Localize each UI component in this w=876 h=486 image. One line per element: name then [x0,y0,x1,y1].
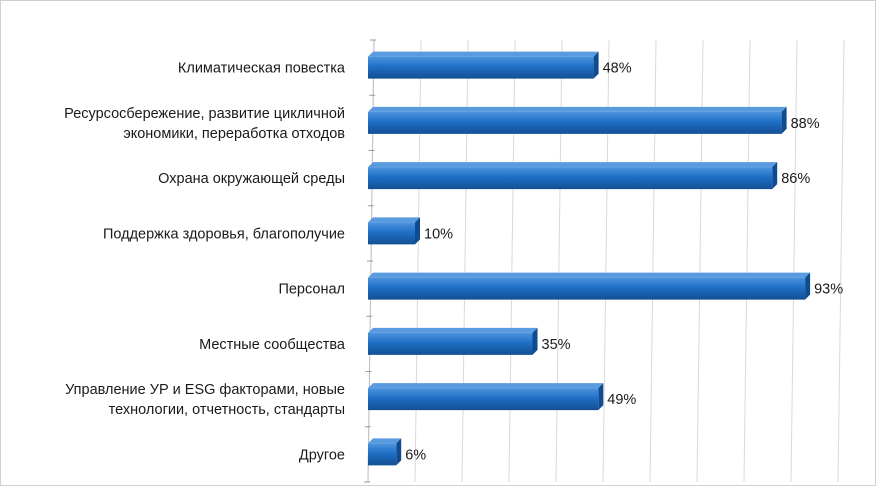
bar-top-face [368,217,420,223]
category-label-line: Ресурсосбережение, развитие цикличной [64,106,345,122]
bar-side-face [396,438,402,466]
bar-front-face [368,277,806,300]
category-label-line: Местные сообщества [199,337,346,353]
bar-side-face [532,327,538,355]
category-labels: Климатическая повестка Ресурсосбережение,… [64,61,346,464]
bars [368,51,811,466]
data-label: 10% [424,226,453,242]
bar-side-face [415,217,420,245]
bar [368,272,811,300]
data-label: 93% [814,282,843,298]
bar [368,438,402,466]
bar-front-face [368,332,533,355]
category-label-line: Другое [299,447,345,463]
grid-line [696,39,704,483]
category-label: Климатическая повестка [178,61,346,77]
category-label-line: Персонал [278,282,345,298]
bar [368,383,604,411]
category-label-line: Климатическая повестка [178,61,346,77]
category-label-line: экономики, переработка отходов [123,126,345,142]
category-label: Другое [299,447,345,463]
bar-top-face [368,272,811,278]
bar-top-face [368,327,538,333]
bar-top-face [368,106,787,112]
bar-side-face [772,162,778,190]
category-label-line: Управление УР и ESG факторами, новые [65,382,345,398]
bar-front-face [368,222,415,245]
bar-front-face [368,443,397,466]
category-label-line: технологии, отчетность, стандарты [109,402,345,418]
bar [368,106,787,134]
value-labels: 48% 88% 86% 10% 93% 35% 49% 6% [405,61,843,464]
bar [368,51,599,79]
bar-top-face [368,438,402,444]
grid-line [555,39,563,483]
grid-line [508,39,516,483]
grid-line [649,39,657,483]
bar-top-face [368,162,778,168]
bar-front-face [368,56,594,79]
data-label: 35% [542,337,571,353]
category-label-line: Поддержка здоровья, благополучие [103,226,345,242]
category-label: Охрана окружающей среды [158,171,345,187]
grid-line [602,39,610,483]
bar [368,162,778,190]
category-label: Персонал [278,282,345,298]
data-label: 6% [405,447,426,463]
category-label: Ресурсосбережение, развитие цикличной эко… [64,106,345,142]
bar-front-face [368,111,782,134]
bar-top-face [368,51,599,57]
data-label: 88% [791,116,820,132]
grid-line [414,39,422,483]
category-label: Местные сообщества [199,337,346,353]
grid-line [461,39,469,483]
grid-line [743,39,751,483]
grid-line [790,39,798,483]
category-label: Поддержка здоровья, благополучие [103,226,345,242]
bar [368,217,420,245]
data-label: 48% [603,61,632,77]
grid-lines [364,39,845,483]
bar-top-face [368,383,604,389]
grid-line [837,39,845,483]
bar-side-face [781,106,787,134]
data-label: 86% [781,171,810,187]
category-label-line: Охрана окружающей среды [158,171,345,187]
bar [368,327,538,355]
data-label: 49% [607,392,636,408]
bar-front-face [368,167,773,190]
bar-side-face [598,383,604,411]
category-label: Управление УР и ESG факторами, новые техн… [65,382,345,418]
bar-side-face [805,272,811,300]
bar-front-face [368,388,599,411]
bar-side-face [593,51,599,79]
